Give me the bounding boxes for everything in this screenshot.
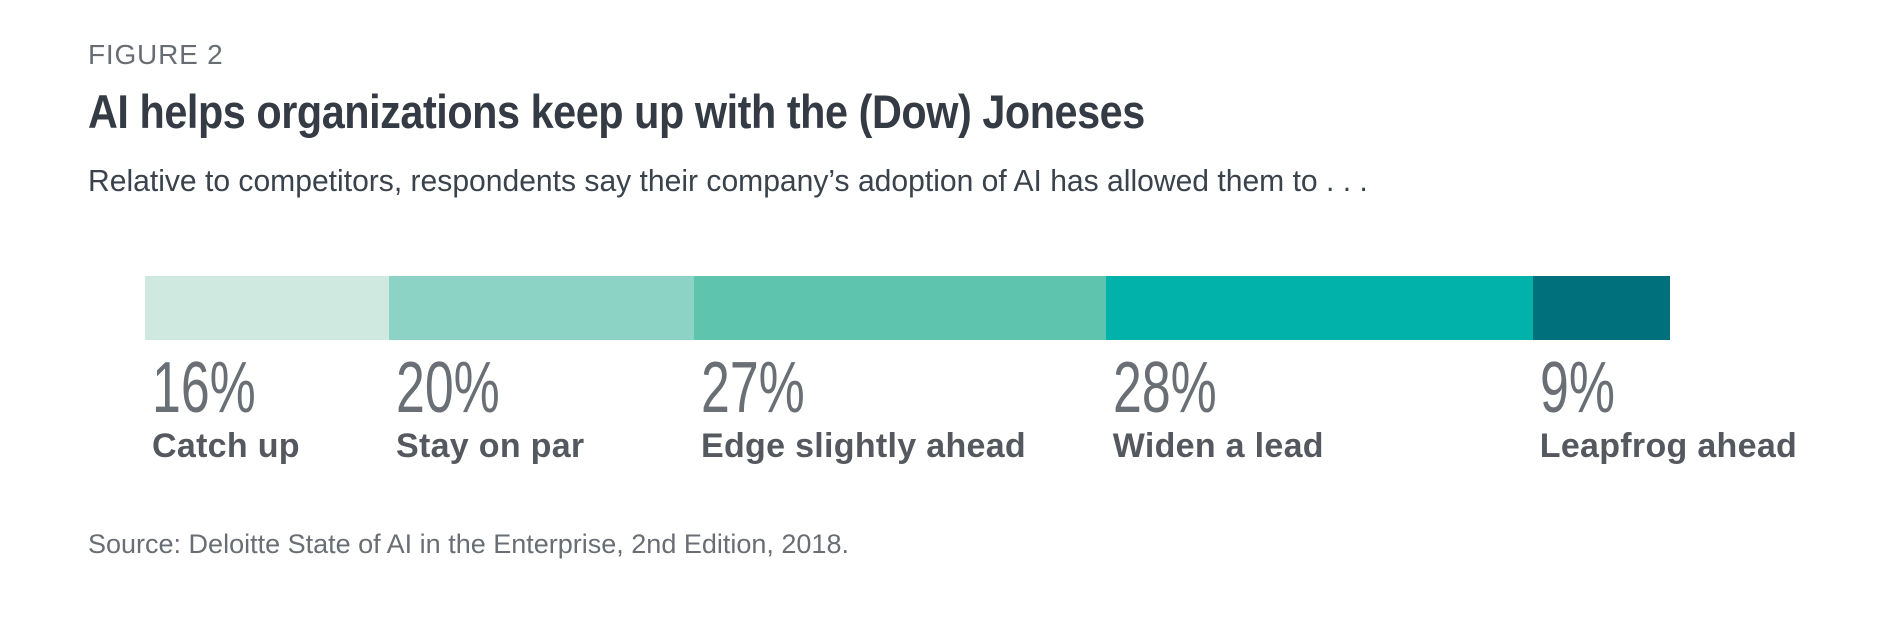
segment-category-label: Catch up: [152, 427, 300, 465]
segment-label-stay-on-par: 20% Stay on par: [389, 352, 694, 467]
segment-category-label: Leapfrog ahead: [1539, 427, 1798, 465]
segment-value-label: 9%: [1539, 348, 1615, 428]
segment-value-label: 28%: [1112, 348, 1217, 428]
segment-labels: 16% Catch up 20% Stay on par 27% Edge slightl…: [145, 348, 1798, 467]
figure-number-label: FIGURE 2: [88, 39, 224, 70]
segment-label-edge-slightly-ahead: 27% Edge slightly ahead: [694, 352, 1106, 467]
segment-value-label: 20%: [396, 348, 500, 428]
figure-subtitle: Relative to competitors, respondents say…: [88, 163, 1368, 198]
segment-category-label: Edge slightly ahead: [701, 427, 1026, 465]
segment-value-label: 27%: [701, 348, 805, 428]
segment-label-leapfrog-ahead: 9% Leapfrog ahead: [1533, 348, 1798, 467]
segment-label-catch-up: 16% Catch up: [145, 352, 389, 467]
figure-title: AI helps organizations keep up with the …: [88, 85, 1145, 138]
bar-segment-leapfrog-ahead: [1532, 276, 1670, 340]
segment-category-label: Widen a lead: [1112, 427, 1324, 465]
segment-label-widen-a-lead: 28% Widen a lead: [1106, 352, 1533, 467]
segment-category-label: Stay on par: [396, 427, 585, 465]
bar-segment-edge-slightly-ahead: [694, 276, 1106, 340]
bar-segment-widen-a-lead: [1105, 276, 1533, 340]
segment-value-label: 16%: [152, 348, 256, 428]
stacked-bar: [145, 276, 1670, 340]
bar-segment-catch-up: [145, 276, 389, 340]
bar-segment-stay-on-par: [389, 276, 694, 340]
source-citation: Source: Deloitte State of AI in the Ente…: [88, 529, 849, 559]
